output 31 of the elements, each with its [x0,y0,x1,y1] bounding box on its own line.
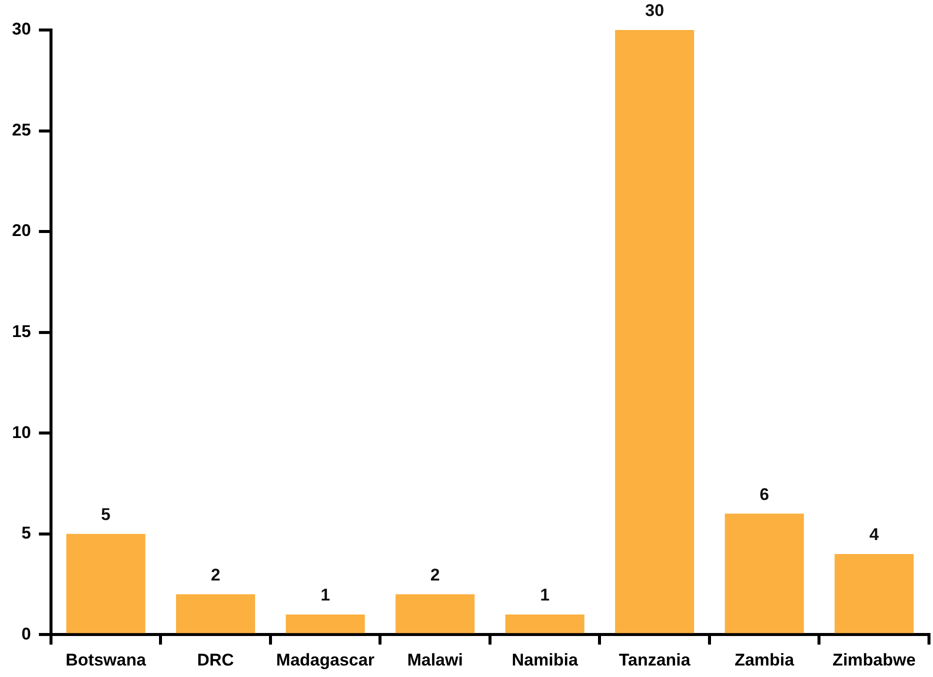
data-label: 6 [760,484,770,504]
y-tick-label: 15 [12,322,31,341]
data-label: 1 [320,586,330,605]
y-tick-label: 25 [12,120,31,140]
bar [286,614,365,634]
x-tick-label: Madagascar [276,650,375,670]
x-tick-label: Botswana [66,650,146,670]
y-tick-label: 10 [12,422,31,442]
x-tick-label: Zambia [734,650,795,670]
data-label: 4 [869,525,880,544]
bar [396,594,475,634]
y-tick-label: 30 [12,20,31,39]
x-tick-label: Malawi [407,650,463,670]
bar [505,614,584,634]
data-label: 30 [645,1,664,20]
data-label: 2 [430,565,440,584]
bar [724,514,804,634]
bar [615,30,694,634]
x-tick-label: DRC [197,650,234,670]
y-tick-label: 20 [12,221,31,240]
bar [834,554,914,634]
x-tick-label: Zimbabwe [832,650,916,670]
y-tick-label: 5 [21,524,31,543]
data-label: 2 [210,565,220,584]
bar [66,534,146,634]
x-tick-label: Tanzania [618,650,691,670]
data-label: 1 [540,586,550,605]
bar [176,594,256,634]
x-tick-label: Namibia [512,650,578,670]
data-label: 5 [101,505,111,524]
y-tick-label: 0 [21,624,31,644]
